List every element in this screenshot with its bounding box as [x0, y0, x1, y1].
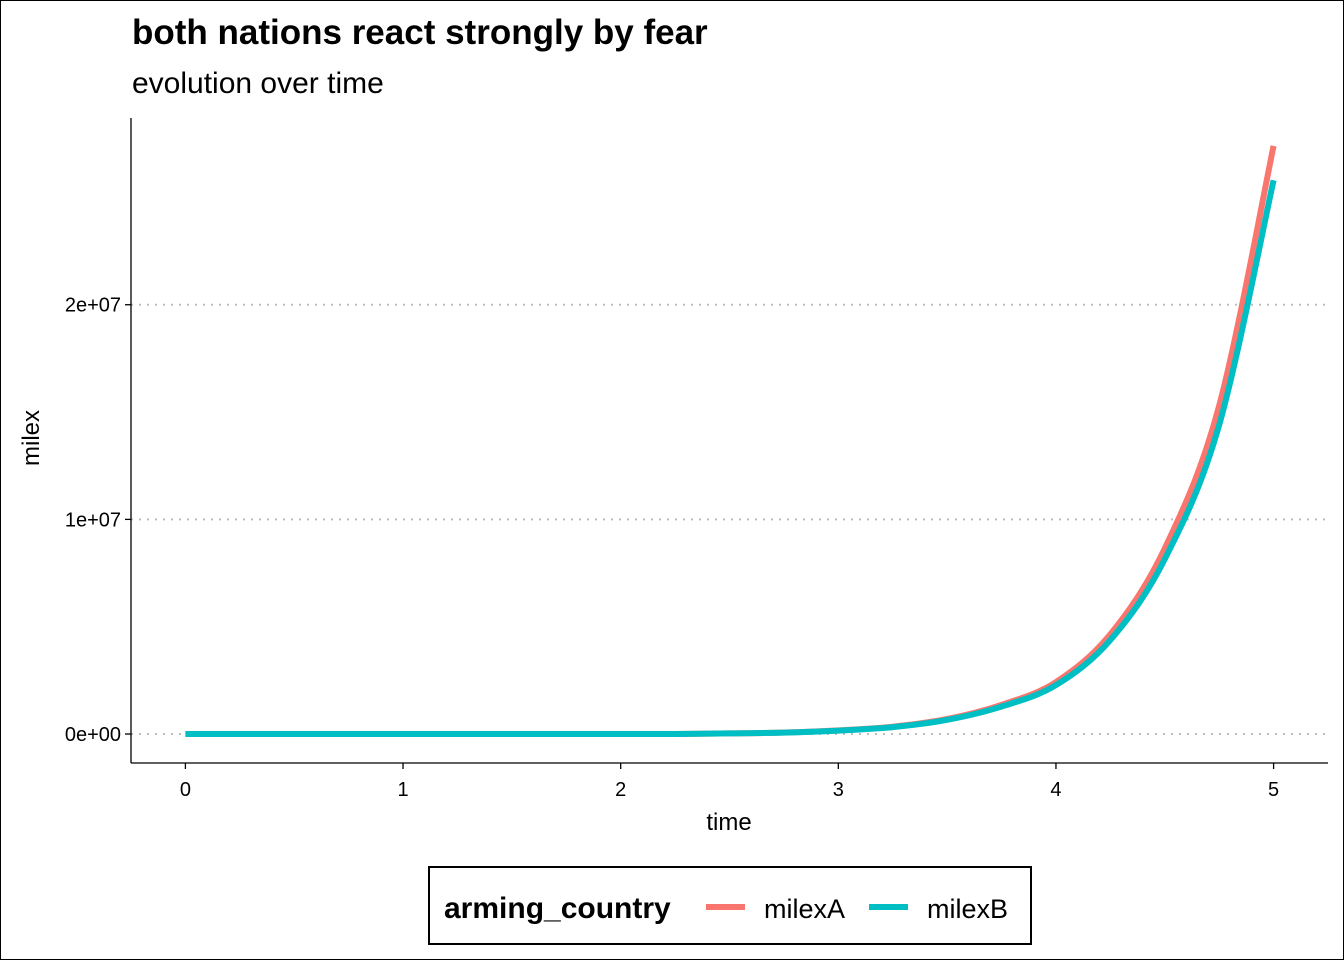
legend-label-milexB: milexB: [927, 894, 1008, 924]
x-tick-label: 4: [1050, 779, 1061, 801]
legend-label-milexA: milexA: [764, 894, 845, 924]
series-lines: [185, 145, 1277, 738]
x-tick-label: 5: [1268, 779, 1279, 801]
x-tick-label: 1: [397, 779, 408, 801]
legend: arming_country milexA milexB: [428, 866, 1032, 945]
y-axis-ticks: 0e+00 1e+07 2e+07: [65, 295, 131, 746]
x-tick-label: 2: [615, 779, 626, 801]
y-tick-label: 1e+07: [65, 509, 121, 531]
chart-subtitle: evolution over time: [132, 67, 384, 100]
series-line-milexA: [185, 145, 1277, 738]
y-tick-label: 2e+07: [65, 295, 121, 317]
y-tick-label: 0e+00: [65, 724, 121, 746]
chart-title: both nations react strongly by fear: [132, 13, 708, 52]
x-tick-label: 3: [833, 779, 844, 801]
x-axis-ticks: 0 1 2 3 4 5: [180, 763, 1279, 801]
gridlines: [131, 303, 1328, 736]
y-axis-title: milex: [18, 410, 45, 466]
x-tick-label: 0: [180, 779, 191, 801]
x-axis-title: time: [706, 809, 751, 836]
series-line-milexB: [185, 179, 1277, 738]
legend-title: arming_country: [444, 892, 671, 925]
